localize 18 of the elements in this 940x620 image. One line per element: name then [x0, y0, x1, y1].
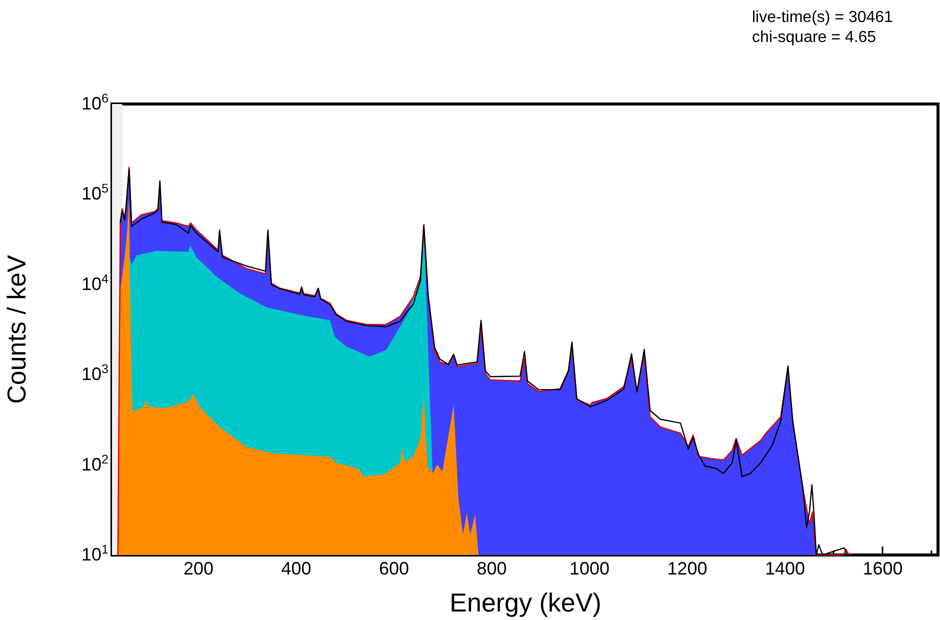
x-axis-title: Energy (keV) — [450, 588, 602, 618]
y-tick-label: 10$^{1}$ — [81, 542, 108, 564]
x-tick-label: 1200 — [667, 558, 708, 578]
x-tick-label: 1400 — [765, 558, 806, 578]
y-tick-label: 10$^{6}$ — [81, 92, 108, 114]
y-tick-label: 10$^{3}$ — [81, 362, 108, 384]
x-tick-label: 800 — [476, 558, 507, 578]
x-tick-label: 600 — [379, 558, 410, 578]
y-tick-label: 10$^{2}$ — [81, 452, 108, 474]
x-tick-label: 1600 — [862, 558, 903, 578]
x-tick-label: 400 — [281, 558, 312, 578]
y-axis-title: Counts / keV — [2, 254, 32, 404]
text: live-time(s) = 30461 — [752, 8, 893, 28]
x-tick-label: 1000 — [570, 558, 610, 578]
x-tick-label: 200 — [184, 558, 214, 578]
text: chi-square = 4.65 — [752, 28, 878, 48]
y-tick-label: 10$^{5}$ — [81, 182, 108, 204]
y-tick-label: 10$^{4}$ — [81, 272, 108, 294]
